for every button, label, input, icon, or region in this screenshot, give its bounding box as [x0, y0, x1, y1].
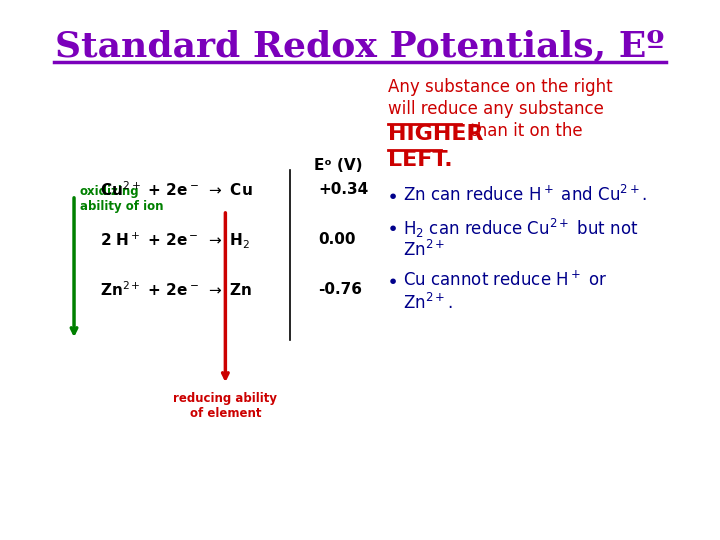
Text: 2 H$^+$ + 2e$^-$ $\rightarrow$ H$_2$: 2 H$^+$ + 2e$^-$ $\rightarrow$ H$_2$	[100, 230, 251, 250]
Text: Zn$^{2+}$: Zn$^{2+}$	[402, 240, 445, 260]
Text: H$_2$ can reduce Cu$^{2+}$ but not: H$_2$ can reduce Cu$^{2+}$ but not	[402, 217, 638, 240]
Text: Eᵒ (V): Eᵒ (V)	[314, 158, 362, 173]
Text: Cu cannot reduce H$^+$ or: Cu cannot reduce H$^+$ or	[402, 270, 607, 289]
Text: than it on the: than it on the	[465, 122, 582, 140]
Text: Cu$^{2+}$ + 2e$^-$ $\rightarrow$ Cu: Cu$^{2+}$ + 2e$^-$ $\rightarrow$ Cu	[100, 181, 253, 199]
Text: reducing ability
of element: reducing ability of element	[174, 392, 277, 420]
Text: HIGHER: HIGHER	[388, 124, 483, 144]
Text: +0.34: +0.34	[318, 183, 369, 198]
Text: Zn can reduce H$^+$ and Cu$^{2+}$.: Zn can reduce H$^+$ and Cu$^{2+}$.	[402, 185, 647, 205]
Text: Standard Redox Potentials, Eº: Standard Redox Potentials, Eº	[55, 30, 665, 64]
Text: Zn$^{2+}$.: Zn$^{2+}$.	[402, 293, 452, 313]
Text: $\bullet$: $\bullet$	[386, 217, 397, 236]
Text: Zn$^{2+}$ + 2e$^-$ $\rightarrow$ Zn: Zn$^{2+}$ + 2e$^-$ $\rightarrow$ Zn	[100, 281, 253, 299]
Text: $\bullet$: $\bullet$	[386, 270, 397, 289]
Text: 0.00: 0.00	[318, 233, 356, 247]
Text: Any substance on the right: Any substance on the right	[388, 78, 613, 96]
Text: -0.76: -0.76	[318, 282, 362, 298]
Text: LEFT.: LEFT.	[388, 150, 452, 170]
Text: oxidizing
ability of ion: oxidizing ability of ion	[80, 185, 163, 213]
Text: will reduce any substance: will reduce any substance	[388, 100, 604, 118]
Text: $\bullet$: $\bullet$	[386, 185, 397, 204]
